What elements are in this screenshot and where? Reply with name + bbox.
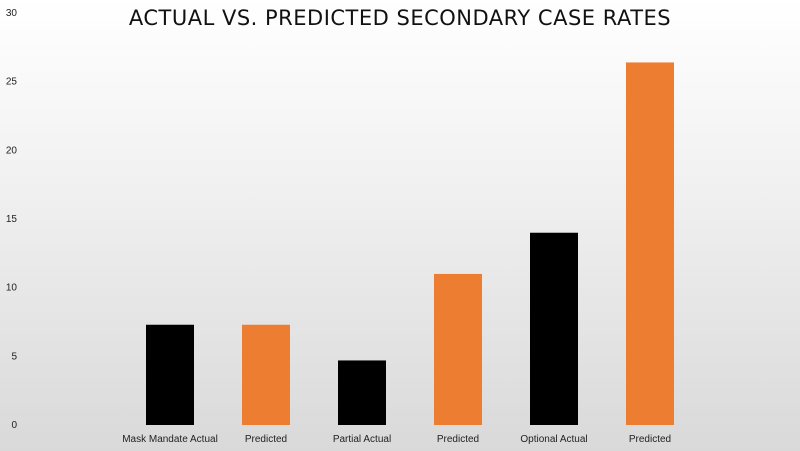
y-tick-label: 25 <box>6 77 18 88</box>
x-category-label: Predicted <box>629 434 671 445</box>
x-category-label: Predicted <box>245 434 287 445</box>
x-category-label: Mask Mandate Actual <box>122 434 218 445</box>
chart-title: ACTUAL VS. PREDICTED SECONDARY CASE RATE… <box>128 6 672 30</box>
bar <box>626 62 674 425</box>
y-tick-label: 5 <box>11 351 17 362</box>
x-category-label: Partial Actual <box>333 434 391 445</box>
y-tick-label: 10 <box>6 283 18 294</box>
y-tick-label: 30 <box>6 8 18 19</box>
bar <box>530 232 578 425</box>
x-category-label: Optional Actual <box>520 434 587 445</box>
y-tick-label: 15 <box>6 214 18 225</box>
bar <box>434 273 482 425</box>
bar <box>338 360 386 425</box>
bar <box>242 324 290 425</box>
y-tick-label: 20 <box>6 145 18 156</box>
bar <box>146 324 194 425</box>
x-category-label: Predicted <box>437 434 479 445</box>
y-tick-label: 0 <box>11 420 17 431</box>
